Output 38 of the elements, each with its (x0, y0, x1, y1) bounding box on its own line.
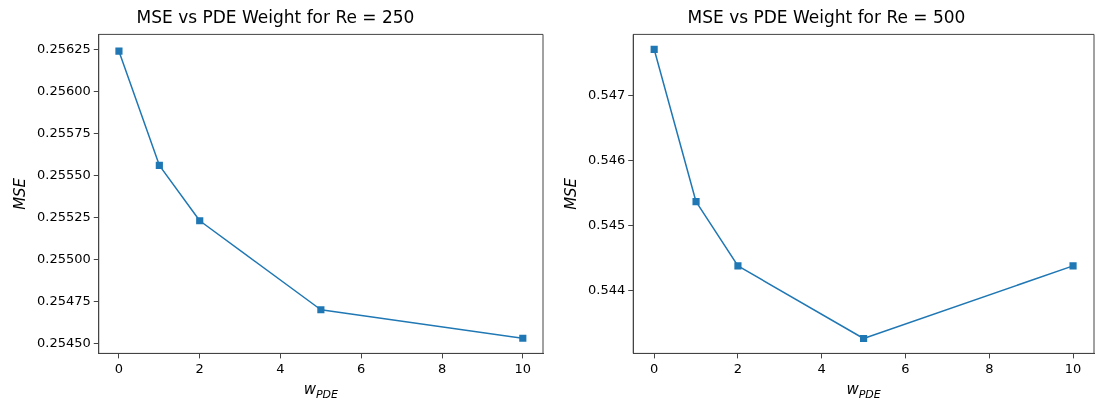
y-tick-label: 0.25500 (36, 250, 91, 266)
point (115, 47, 123, 55)
y-tick-label: 0.25625 (36, 40, 91, 56)
y-tick-label: 0.547 (588, 87, 626, 103)
point (650, 45, 658, 53)
point (519, 334, 527, 342)
y-tick-label: 0.25475 (36, 292, 91, 308)
x-tick-label: 4 (817, 360, 826, 376)
y-tick-label: 0.25550 (36, 166, 91, 182)
chart-title: MSE vs PDE Weight for Re = 250 (136, 6, 415, 27)
point (692, 198, 700, 206)
y-tick-label: 0.545 (588, 217, 626, 233)
x-tick-label: 4 (276, 360, 285, 376)
x-tick-label: 2 (195, 360, 204, 376)
x-tick-label: 0 (650, 360, 659, 376)
x-tick-label: 0 (114, 360, 124, 376)
y-tick-label: 0.25575 (36, 124, 91, 140)
x-tick-label: 2 (733, 360, 743, 376)
point (860, 334, 868, 343)
y-tick-label: 0.544 (588, 281, 626, 297)
x-tick-label: 6 (357, 360, 366, 376)
y-tick-label: 0.25600 (36, 82, 91, 98)
x-tick-label: 10 (1064, 360, 1082, 376)
y-tick-label: 0.546 (588, 152, 626, 168)
point (196, 217, 204, 225)
y-axis-title: MSE (10, 177, 29, 210)
x-tick-label: 6 (901, 360, 910, 376)
point (734, 262, 742, 270)
x-tick-label: 8 (437, 360, 447, 376)
x-tick-label: 10 (514, 360, 532, 376)
point (155, 161, 163, 169)
point (1069, 262, 1077, 270)
point (317, 306, 325, 314)
y-axis-title: MSE (561, 177, 580, 210)
x-tick-label: 8 (985, 360, 994, 376)
chart-title: MSE vs PDE Weight for Re = 500 (687, 6, 966, 27)
y-tick-label: 0.25450 (36, 334, 91, 350)
y-tick-label: 0.25525 (36, 208, 91, 224)
